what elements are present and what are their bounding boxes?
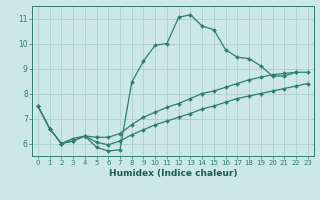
X-axis label: Humidex (Indice chaleur): Humidex (Indice chaleur) — [108, 169, 237, 178]
